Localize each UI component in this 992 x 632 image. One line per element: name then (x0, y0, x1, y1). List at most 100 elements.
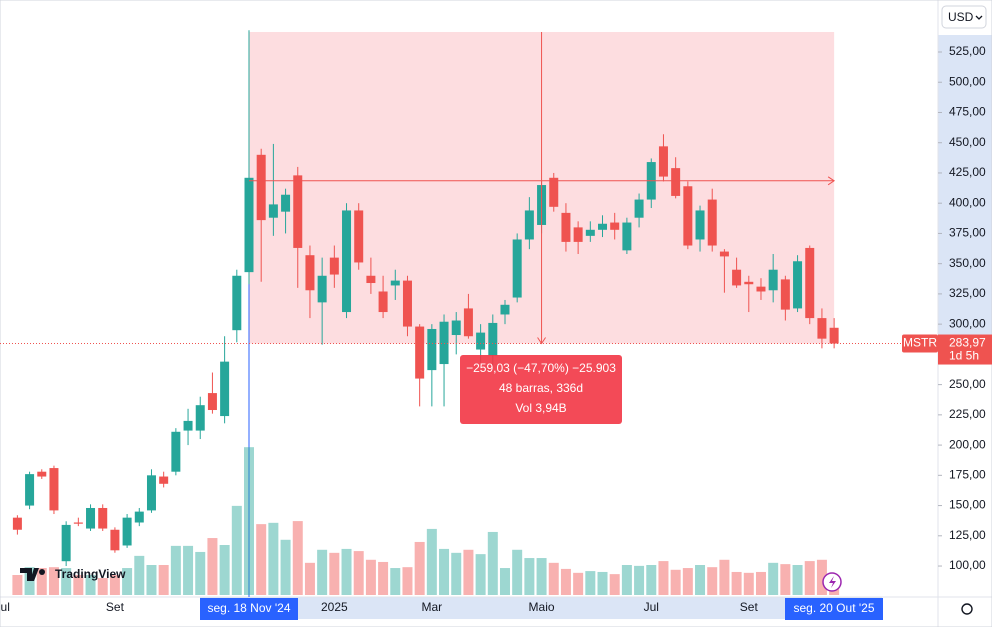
candle-body (524, 210, 534, 240)
volume-bar (61, 568, 72, 595)
candle-body (25, 474, 35, 506)
volume-bar (329, 552, 340, 595)
candle-body (244, 177, 254, 273)
measure-change: −259,03 (−47,70%) −25.903 (466, 361, 616, 375)
volume-bar (524, 558, 535, 595)
x-tick-label: Mar (422, 600, 443, 614)
volume-bar (658, 561, 669, 595)
volume-bar (73, 575, 84, 595)
price-tag (938, 334, 992, 365)
candle-body (329, 257, 339, 275)
y-tick-label: 450,00 (949, 135, 986, 149)
candle-body (451, 320, 461, 336)
volume-bar (365, 559, 376, 595)
logo: TradingView (20, 567, 126, 581)
candle-body (159, 476, 169, 484)
volume-bar (731, 571, 742, 595)
logo-dot (39, 569, 45, 575)
y-tick-label: 525,00 (949, 44, 986, 58)
volume-bar (536, 558, 547, 595)
candle-body (561, 212, 571, 242)
candle-body (49, 468, 59, 511)
candle-body (61, 524, 71, 562)
candle-body (658, 146, 668, 177)
arrow-head (537, 337, 546, 345)
candle-body (195, 405, 205, 431)
candle-body (86, 507, 96, 529)
candle-body (707, 199, 717, 246)
candle-body (793, 261, 803, 309)
x-tick-label: Set (740, 600, 759, 614)
candle-body (427, 328, 437, 371)
volume-bar (317, 549, 328, 595)
y-tick-label: 500,00 (949, 74, 986, 88)
volume-bar (719, 559, 730, 595)
volume-bar (109, 575, 120, 595)
y-tick-label: 425,00 (949, 165, 986, 179)
volume-bar (170, 545, 181, 595)
volume-bar (36, 568, 47, 595)
x-tick-label: 2025 (321, 600, 348, 614)
volume-bar (573, 572, 584, 595)
x-tick-label: ul (1, 600, 10, 614)
candle-body (415, 326, 425, 379)
volume-bar (207, 538, 218, 595)
currency[interactable]: USD (948, 10, 974, 24)
settings[interactable] (961, 603, 973, 615)
settings-icon[interactable] (961, 603, 973, 615)
volume-bar (122, 568, 133, 595)
volume-bar (439, 548, 450, 595)
date-label: seg. 20 Out '25 (793, 601, 874, 615)
candle-body (683, 186, 693, 246)
candle-body (573, 227, 583, 242)
candle-body (12, 517, 22, 530)
measure-bars: 48 barras, 336d (499, 381, 583, 395)
candle-body (719, 251, 729, 257)
volume-bar (146, 565, 157, 595)
y-tick-label: 300,00 (949, 316, 986, 330)
candle-body (146, 475, 156, 511)
candle-body (171, 431, 181, 472)
candle-body (268, 204, 278, 218)
alert[interactable] (822, 572, 842, 592)
currency-box[interactable] (941, 5, 987, 29)
candle-body (634, 199, 644, 218)
volume-bar (768, 562, 779, 595)
candle-body (610, 222, 620, 230)
volume-bar (402, 567, 413, 595)
candle-body (476, 332, 486, 350)
plot: 100,00 125,00 150,00 175,00 200,00 225,00 250,… (0, 30, 992, 620)
candle-body (256, 154, 266, 221)
measure-volume: Vol 3,94B (515, 401, 566, 415)
candle-body (378, 291, 388, 313)
volume-bar (560, 568, 571, 595)
candle-body (110, 529, 120, 551)
currency-button[interactable]: USD (941, 5, 987, 29)
candle-body (232, 275, 242, 331)
candle-body (220, 361, 230, 417)
candle-body (342, 210, 352, 313)
volume-bar (97, 578, 108, 595)
y-tick-label: 175,00 (949, 467, 986, 481)
volume-bar (134, 555, 145, 595)
volume-bar (585, 571, 596, 595)
y-range-highlight (938, 35, 992, 346)
candle-body (183, 420, 193, 431)
candle-body (134, 511, 144, 523)
volume-bar (512, 549, 523, 595)
logo-mark (20, 568, 39, 581)
y-tick-label: 325,00 (949, 286, 986, 300)
volume-bar (646, 565, 657, 595)
volume-bar (451, 552, 462, 595)
candle-body (463, 308, 473, 337)
candle-body (585, 229, 595, 236)
date-label: seg. 18 Nov '24 (207, 601, 290, 615)
candle-body (549, 177, 559, 207)
volume-bar (475, 554, 486, 595)
candle-body (805, 247, 815, 319)
volume-bar (780, 564, 791, 595)
arrow-head (827, 176, 836, 186)
volume-bar (499, 568, 510, 595)
y-tick-label: 150,00 (949, 498, 986, 512)
candle-body (829, 327, 839, 344)
